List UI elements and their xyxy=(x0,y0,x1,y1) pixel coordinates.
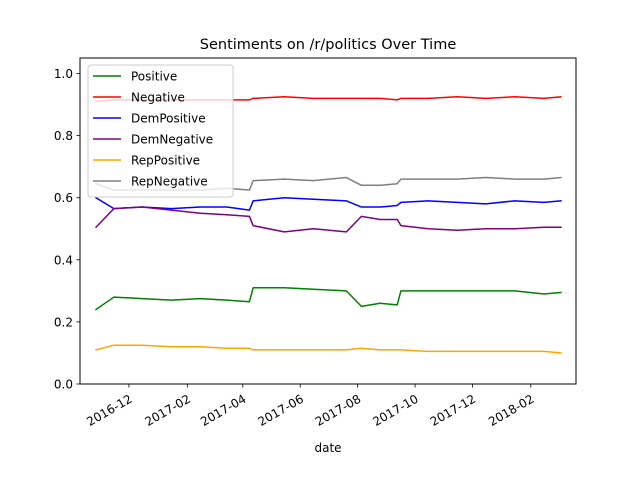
legend-label-positive: Positive xyxy=(131,70,177,84)
series-line-demnegative xyxy=(94,206,562,233)
series-line-dempositive xyxy=(94,196,562,211)
plot-frame xyxy=(79,57,577,385)
legend-box xyxy=(87,64,234,198)
chart-title: Sentiments on /r/politics Over Time xyxy=(200,37,457,53)
legend: Positive Negative DemPositive DemNegative Re… xyxy=(87,64,234,198)
y-tick-label: 0.8 xyxy=(54,129,73,143)
legend-label-repnegative: RepNegative xyxy=(131,175,208,189)
legend-label-negative: Negative xyxy=(131,91,185,105)
legend-label-demnegative: DemNegative xyxy=(131,133,213,147)
series-line-reppositive xyxy=(95,344,562,354)
y-tick-label: 0.0 xyxy=(54,378,73,392)
y-tick-label: 0.6 xyxy=(54,191,73,205)
y-tick-label: 0.4 xyxy=(54,253,73,267)
y-tick-label: 0.2 xyxy=(54,315,73,329)
y-tick-label: 1.0 xyxy=(54,67,73,81)
series-line-positive xyxy=(94,287,562,311)
x-axis-title: date xyxy=(314,441,341,455)
legend-label-dempositive: DemPositive xyxy=(131,112,206,126)
legend-label-reppositive: RepPositive xyxy=(131,154,200,168)
